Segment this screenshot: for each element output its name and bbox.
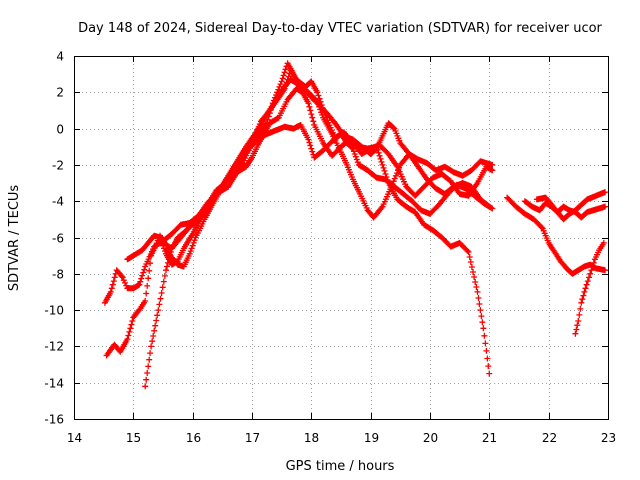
data-series xyxy=(101,60,608,390)
x-tick-label: 20 xyxy=(423,431,438,445)
y-tick-labels: -16 -14 -12 -10 -8 -6 -4 -2 0 2 4 xyxy=(44,50,64,427)
y-tick-label: -2 xyxy=(52,159,64,173)
y-tick-label: 4 xyxy=(56,50,64,64)
y-tick-label: -16 xyxy=(44,413,64,427)
series-track-5 xyxy=(124,76,496,268)
x-tick-label: 17 xyxy=(245,431,260,445)
y-tick-label: -8 xyxy=(52,268,64,282)
x-axis-label: GPS time / hours xyxy=(286,459,395,474)
x-tick-label: 23 xyxy=(601,431,616,445)
x-tick-label: 15 xyxy=(126,431,141,445)
x-tick-label: 16 xyxy=(186,431,201,445)
x-tick-label: 21 xyxy=(482,431,497,445)
y-tick-label: -6 xyxy=(52,232,64,246)
series-markers xyxy=(533,189,608,223)
x-tick-label: 19 xyxy=(364,431,379,445)
y-tick-label: 2 xyxy=(56,86,64,100)
x-tick-labels: 14 15 16 17 18 19 20 21 22 23 xyxy=(67,431,616,445)
series-markers xyxy=(103,67,496,359)
series-track-9 xyxy=(572,239,607,337)
y-tick-label: -10 xyxy=(44,304,64,318)
y-tick-label: -14 xyxy=(44,377,64,391)
series-track-8 xyxy=(533,189,608,223)
chart-title: Day 148 of 2024, Sidereal Day-to-day VTE… xyxy=(78,21,602,36)
x-tick-label: 18 xyxy=(304,431,319,445)
y-axis-label: SDTVAR / TECUs xyxy=(7,185,22,292)
x-tick-label: 14 xyxy=(67,431,82,445)
x-tick-label: 22 xyxy=(542,431,557,445)
y-tick-label: 0 xyxy=(56,123,64,137)
series-markers xyxy=(124,76,496,268)
series-track-2 xyxy=(103,67,496,359)
y-tick-label: -12 xyxy=(44,340,64,354)
series-markers xyxy=(572,239,607,337)
y-tick-label: -4 xyxy=(52,195,64,209)
axis-ticks xyxy=(74,56,609,420)
